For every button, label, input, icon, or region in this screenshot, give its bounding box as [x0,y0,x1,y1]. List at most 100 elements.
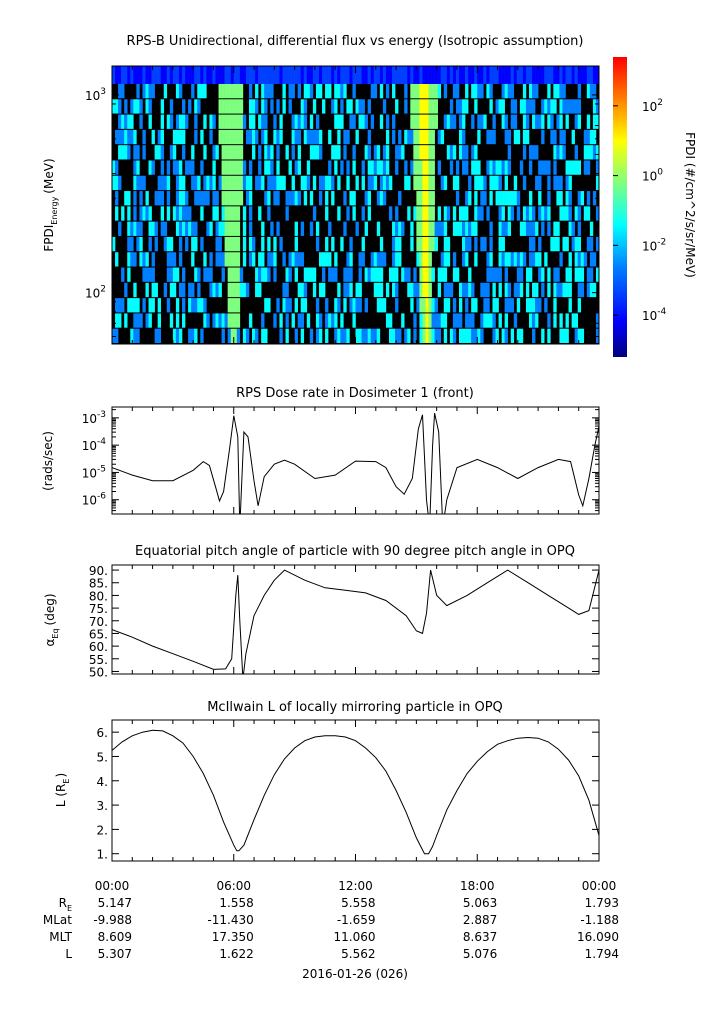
spectrogram-top-cell [118,66,122,84]
spectrogram-top-cell [385,66,390,84]
spectrogram-top-cell [282,66,286,84]
spectrogram-cell [407,206,411,221]
spectrogram-cell [425,236,429,252]
y-tick-label: 10-5 [82,464,106,480]
spectrogram-cell [419,114,423,129]
spectrogram-cell [236,298,241,313]
spectrogram-cell [431,175,435,191]
spectrogram-cell [118,84,122,99]
spectrogram-cell [236,175,241,191]
spectrogram-cell [349,267,353,282]
spectrogram-cell [306,129,311,145]
spectrogram-cell [577,221,582,236]
spectrogram-cell [498,99,502,114]
spectrogram-top-cell [446,66,451,84]
spectrogram-cell [373,282,378,298]
spectrogram-cell [115,175,119,191]
spectrogram-cell [458,145,463,160]
spectrogram-cell [303,298,308,313]
spectrogram-cell [376,252,381,267]
spectrogram-cell [175,175,180,191]
spectrogram-cell [334,160,338,175]
spectrogram-cell [166,114,171,129]
spectrogram-cell [136,328,140,343]
spectrogram-cell [267,145,271,160]
spectrogram-cell [209,114,213,129]
spectrogram-cell [230,267,235,282]
spectrogram-cell [315,236,320,252]
spectrogram-cell [258,267,262,282]
spectrogram-cell [343,298,347,313]
spectrogram-cell [191,84,195,99]
spectrogram-top-cell [112,66,116,84]
spectrogram-cell [574,313,578,328]
spectrogram-cell [124,282,128,298]
spectrogram-cell [188,160,192,175]
spectrogram-cell [532,84,536,99]
spectrogram-cell [166,267,171,282]
spectrogram-cell [121,84,125,99]
spectrogram-cell [553,145,557,160]
spectrogram-cell [440,129,445,145]
spectrogram-cell [300,252,305,267]
spectrogram-cell [337,175,341,191]
spectrogram-cell [589,282,594,298]
spectrogram-cell [370,328,375,343]
spectrogram-top-cell [334,66,338,84]
spectrogram-cell [273,129,277,145]
spectrogram-cell [455,99,460,114]
spectrogram-cell [318,328,323,343]
spectrogram-cell [553,282,557,298]
ephemeris-value: 5.076 [463,947,497,961]
spectrogram-cell [395,252,399,267]
spectrogram-cell [474,145,478,160]
spectrogram-cell [522,99,527,114]
spectrogram-cell [486,313,490,328]
spectrogram-cell [379,160,384,175]
spectrogram-cell [139,313,143,328]
spectrogram-cell [528,99,533,114]
spectrogram-cell [175,313,180,328]
spectrogram-cell [349,298,353,313]
spectrogram-cell [565,206,569,221]
spectrogram-cell [182,206,186,221]
spectrogram-cell [303,129,308,145]
spectrogram-cell [586,206,591,221]
spectrogram-top-cell [367,66,372,84]
spectrogram-cell [425,160,429,175]
spectrogram-cell [452,328,457,343]
spectrogram-cell [227,328,231,343]
y-tick-label: 55. [89,653,108,667]
spectrogram-cell [154,191,158,206]
spectrogram-cell [504,267,508,282]
spectrogram-cell [413,145,417,160]
spectrogram-cell [592,252,597,267]
spectrogram-cell [236,267,241,282]
spectrogram-cell [242,282,247,298]
spectrogram-cell [462,114,466,129]
spectrogram-top-cell [115,66,119,84]
spectrogram-cell [328,221,332,236]
spectrogram-cell [556,175,560,191]
spectrogram-cell [248,206,253,221]
spectrogram-cell [221,267,225,282]
spectrogram-cell [303,267,308,282]
spectrogram-cell [227,267,231,282]
spectrogram-cell [367,99,372,114]
spectrogram-cell [525,129,530,145]
spectrogram-cell [522,206,527,221]
spectrogram-cell [349,236,353,252]
spectrogram-cell [273,236,277,252]
spectrogram-top-cell [242,66,247,84]
spectrogram-cell [236,84,241,99]
spectrogram-cell [172,129,177,145]
spectrogram-cell [233,191,238,206]
spectrogram-cell [328,160,332,175]
ephemeris-value: -9.988 [93,913,132,927]
spectrogram-cell [434,99,438,114]
spectrogram-top-cell [121,66,125,84]
spectrogram-cell [486,206,490,221]
y-tick-label: 90. [89,564,108,578]
spectrogram-cell [148,84,152,99]
spectrogram-cell [437,282,442,298]
